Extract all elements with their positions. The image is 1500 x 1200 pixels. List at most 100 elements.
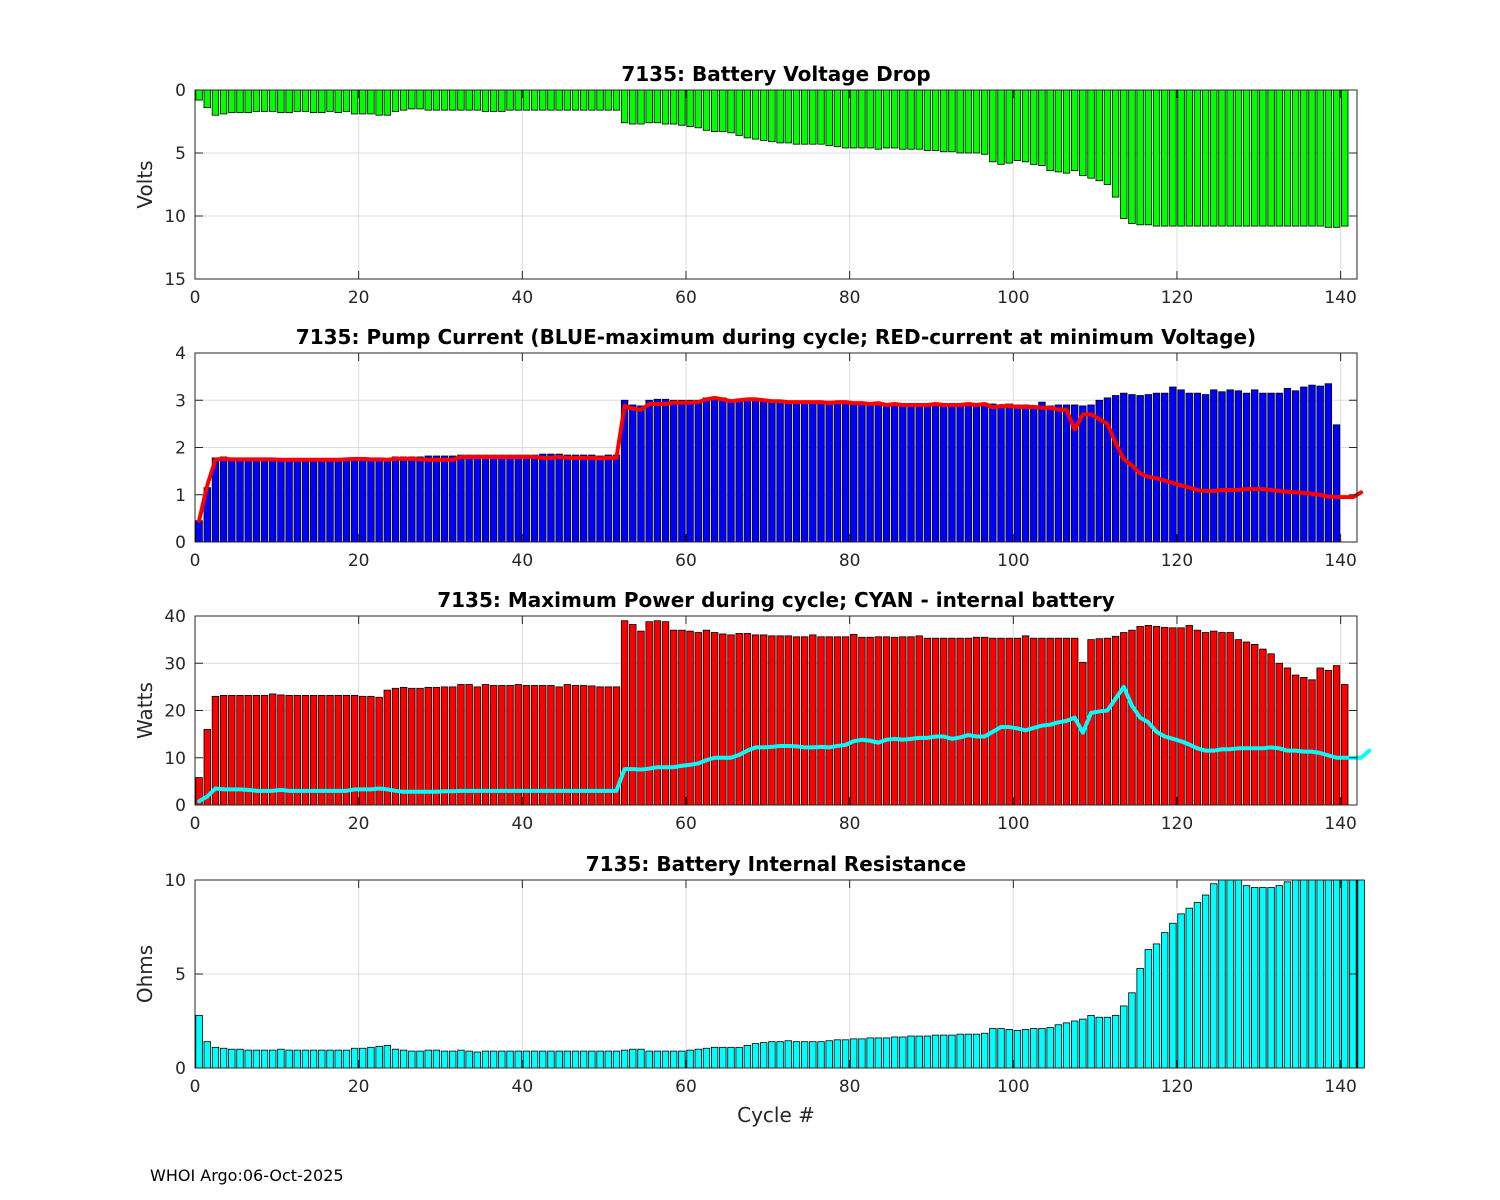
voltage-drop-ytick-label: 15: [164, 270, 186, 290]
max-power-bar: [1021, 635, 1030, 806]
internal-resistance-ytick-label: 10: [164, 871, 186, 891]
voltage-drop-bar: [890, 89, 899, 149]
internal-resistance-bar: [588, 1050, 596, 1069]
voltage-drop-bar: [1308, 89, 1316, 227]
internal-resistance-ytick-label: 5: [175, 965, 186, 985]
internal-resistance-bar: [997, 1028, 1005, 1069]
internal-resistance-bar: [743, 1045, 752, 1069]
max-power-bar: [653, 620, 662, 806]
voltage-drop-bar: [277, 89, 285, 114]
internal-resistance-bar: [1201, 894, 1210, 1069]
max-power-lines: [197, 684, 1372, 804]
pump-current-bar: [858, 401, 866, 543]
voltage-drop-bar: [367, 89, 375, 115]
pump-current-bar: [1210, 389, 1218, 543]
max-power-bar: [481, 684, 490, 806]
pump-current-bar: [1267, 392, 1275, 543]
voltage-drop-bar: [1030, 89, 1038, 165]
max-power-xtick-label: 140: [1324, 814, 1356, 834]
internal-resistance-bar: [342, 1049, 351, 1069]
voltage-drop-bar: [907, 89, 915, 150]
max-power-bar: [399, 686, 408, 806]
pump-current-bar: [432, 455, 441, 543]
internal-resistance-bar: [858, 1038, 866, 1069]
max-power-bar: [424, 686, 432, 806]
voltage-drop-bar: [670, 89, 678, 125]
internal-resistance-panel: 0 20 40 60 80 100 120 140 0 5 10 7135: Battery Int…: [133, 852, 1365, 1127]
pump-current-bar: [391, 456, 400, 543]
voltage-drop-bar: [228, 89, 236, 114]
internal-resistance-bar: [457, 1049, 465, 1069]
voltage-drop-bar: [555, 89, 563, 111]
internal-resistance-bar: [751, 1043, 760, 1069]
internal-resistance-bar: [1071, 1020, 1079, 1069]
voltage-drop-bar: [784, 89, 792, 144]
internal-resistance-bar: [686, 1049, 694, 1069]
footer-stamp: WHOI Argo:06-Oct-2025: [150, 1166, 344, 1185]
internal-resistance-bar: [449, 1050, 457, 1069]
internal-resistance-bar: [1095, 1016, 1103, 1069]
pump-current-bar: [301, 458, 310, 543]
voltage-drop-bar: [972, 89, 981, 154]
pump-current-bar: [1324, 383, 1333, 543]
internal-resistance-bar: [1234, 879, 1243, 1069]
max-power-bar: [1210, 630, 1218, 806]
pump-current-bar: [760, 399, 768, 543]
pump-current-bar: [481, 454, 490, 543]
pump-current-bar: [555, 453, 563, 543]
max-power-bar: [1038, 637, 1046, 806]
pump-current-bar: [776, 399, 784, 543]
internal-resistance-bar: [972, 1033, 981, 1069]
voltage-drop-bar: [956, 89, 964, 154]
voltage-drop-bar: [1111, 89, 1120, 198]
voltage-drop-bar: [440, 89, 449, 111]
max-power-bar: [1283, 667, 1292, 806]
pump-current-bar: [866, 402, 874, 543]
max-power-bar: [1120, 632, 1128, 806]
voltage-drop-bar: [588, 89, 596, 111]
internal-resistance-bar: [907, 1035, 915, 1069]
voltage-drop-bar: [940, 89, 948, 153]
voltage-drop-bar: [318, 89, 326, 114]
voltage-drop-bar: [653, 89, 662, 124]
internal-resistance-bar: [825, 1040, 833, 1069]
max-power-bar: [522, 685, 531, 806]
internal-resistance-bar: [301, 1049, 310, 1069]
pump-current-bar: [809, 400, 817, 543]
internal-resistance-bar: [228, 1048, 236, 1069]
voltage-drop-bar: [203, 89, 211, 109]
pump-current-bar: [612, 454, 621, 543]
internal-resistance-bar: [285, 1049, 293, 1069]
internal-resistance-bar: [1013, 1030, 1022, 1069]
max-power-ticks: 0 20 40 60 80 100 120 140 0 10 20 30 40: [164, 607, 1357, 834]
pump-current-bar: [1291, 390, 1300, 543]
internal-resistance-xtick-label: 140: [1324, 1077, 1356, 1097]
pump-current-bar: [334, 458, 342, 543]
voltage-drop-bar: [1283, 89, 1292, 227]
voltage-drop-bar: [285, 89, 293, 114]
max-power-bar: [686, 630, 694, 806]
voltage-drop-bar: [301, 89, 310, 112]
pump-current-bar: [1201, 394, 1210, 543]
pump-current-bar: [293, 458, 301, 543]
max-power-bar: [1095, 638, 1103, 806]
pump-current-bar: [1111, 395, 1120, 543]
voltage-drop-bar: [1300, 89, 1308, 227]
voltage-drop-bar: [833, 89, 842, 148]
max-power-bar: [465, 684, 473, 806]
max-power-bar: [326, 694, 334, 806]
internal-resistance-xtick-label: 20: [348, 1077, 370, 1097]
max-power-bar: [1128, 629, 1136, 806]
pump-current-ytick-label: 0: [175, 533, 186, 553]
max-power-bar: [948, 637, 956, 806]
max-power-bar: [1242, 641, 1251, 806]
max-power-bar: [915, 635, 923, 806]
pump-current-ytick-label: 3: [175, 391, 186, 411]
voltage-drop-bar: [1144, 89, 1153, 226]
max-power-bar: [1316, 667, 1324, 806]
max-power-bar: [1324, 669, 1333, 806]
voltage-drop-bar: [751, 89, 760, 140]
pump-current-bar: [727, 399, 735, 543]
max-power-bar: [1291, 674, 1300, 806]
pump-current-bar: [1038, 401, 1046, 543]
